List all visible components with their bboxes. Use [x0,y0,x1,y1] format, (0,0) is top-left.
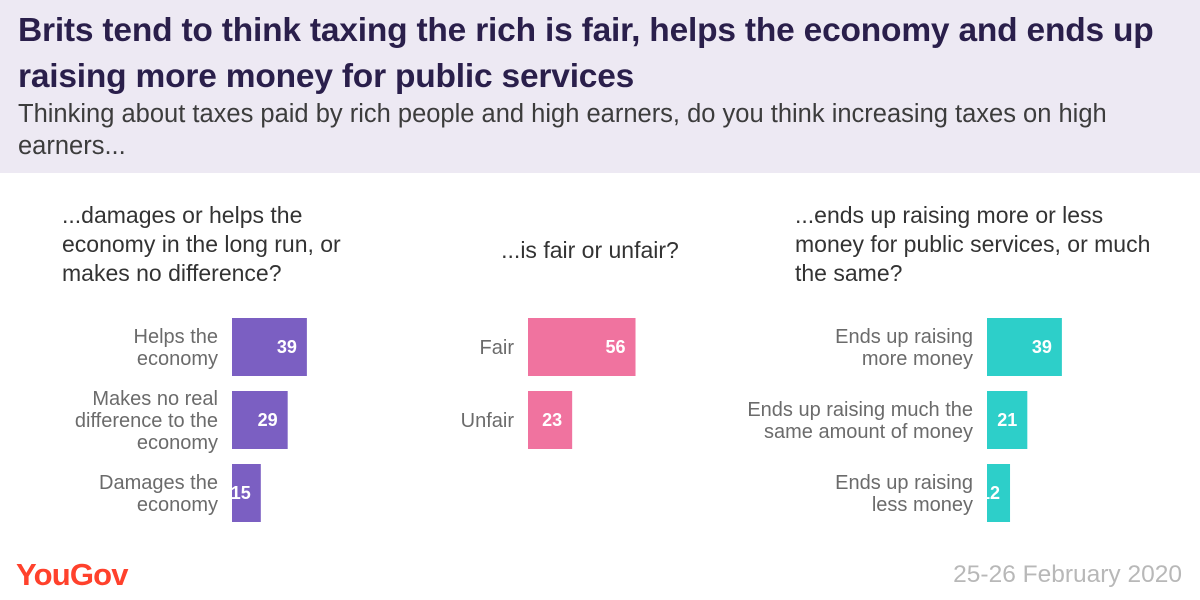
bar-value-label: 56 [605,337,625,357]
category-label: Ends up raising less money [835,472,973,516]
category-label: Makes no real difference to the economy [75,388,218,454]
category-label: Ends up raising more money [835,326,973,370]
bar-value-label: 12 [980,483,1000,503]
survey-date: 25-26 February 2020 [953,561,1182,588]
bar-1-0 [528,318,636,376]
category-label: Helps the economy [134,326,219,370]
bar-value-label: 39 [277,337,297,357]
category-label: Damages the economy [99,472,218,516]
question-public-services: ...ends up raising more or less money fo… [795,202,1151,286]
bar-1-1 [528,391,573,449]
bar-value-label: 29 [258,410,278,430]
question-fairness: ...is fair or unfair? [501,237,679,263]
bar-2-1 [987,391,1028,449]
chart-title: Brits tend to think taxing the rich is f… [18,12,1154,95]
bar-0-2 [232,464,261,522]
bar-value-label: 39 [1032,337,1052,357]
header-band: Brits tend to think taxing the rich is f… [0,0,1200,173]
category-label: Fair [480,337,515,359]
yougov-logo: YouGov [16,557,129,592]
bar-2-2 [987,464,1011,522]
category-label: Unfair [461,410,515,432]
question-economy: ...damages or helps the economy in the l… [62,202,341,286]
bar-value-label: 23 [542,410,562,430]
chart-subtitle: Thinking about taxes paid by rich people… [18,100,1107,160]
category-label: Ends up raising much the same amount of m… [747,399,973,443]
bar-0-1 [232,391,288,449]
bar-value-label: 15 [231,483,251,503]
bar-value-label: 21 [997,410,1017,430]
bar-0-0 [232,318,307,376]
bar-2-0 [987,318,1062,376]
